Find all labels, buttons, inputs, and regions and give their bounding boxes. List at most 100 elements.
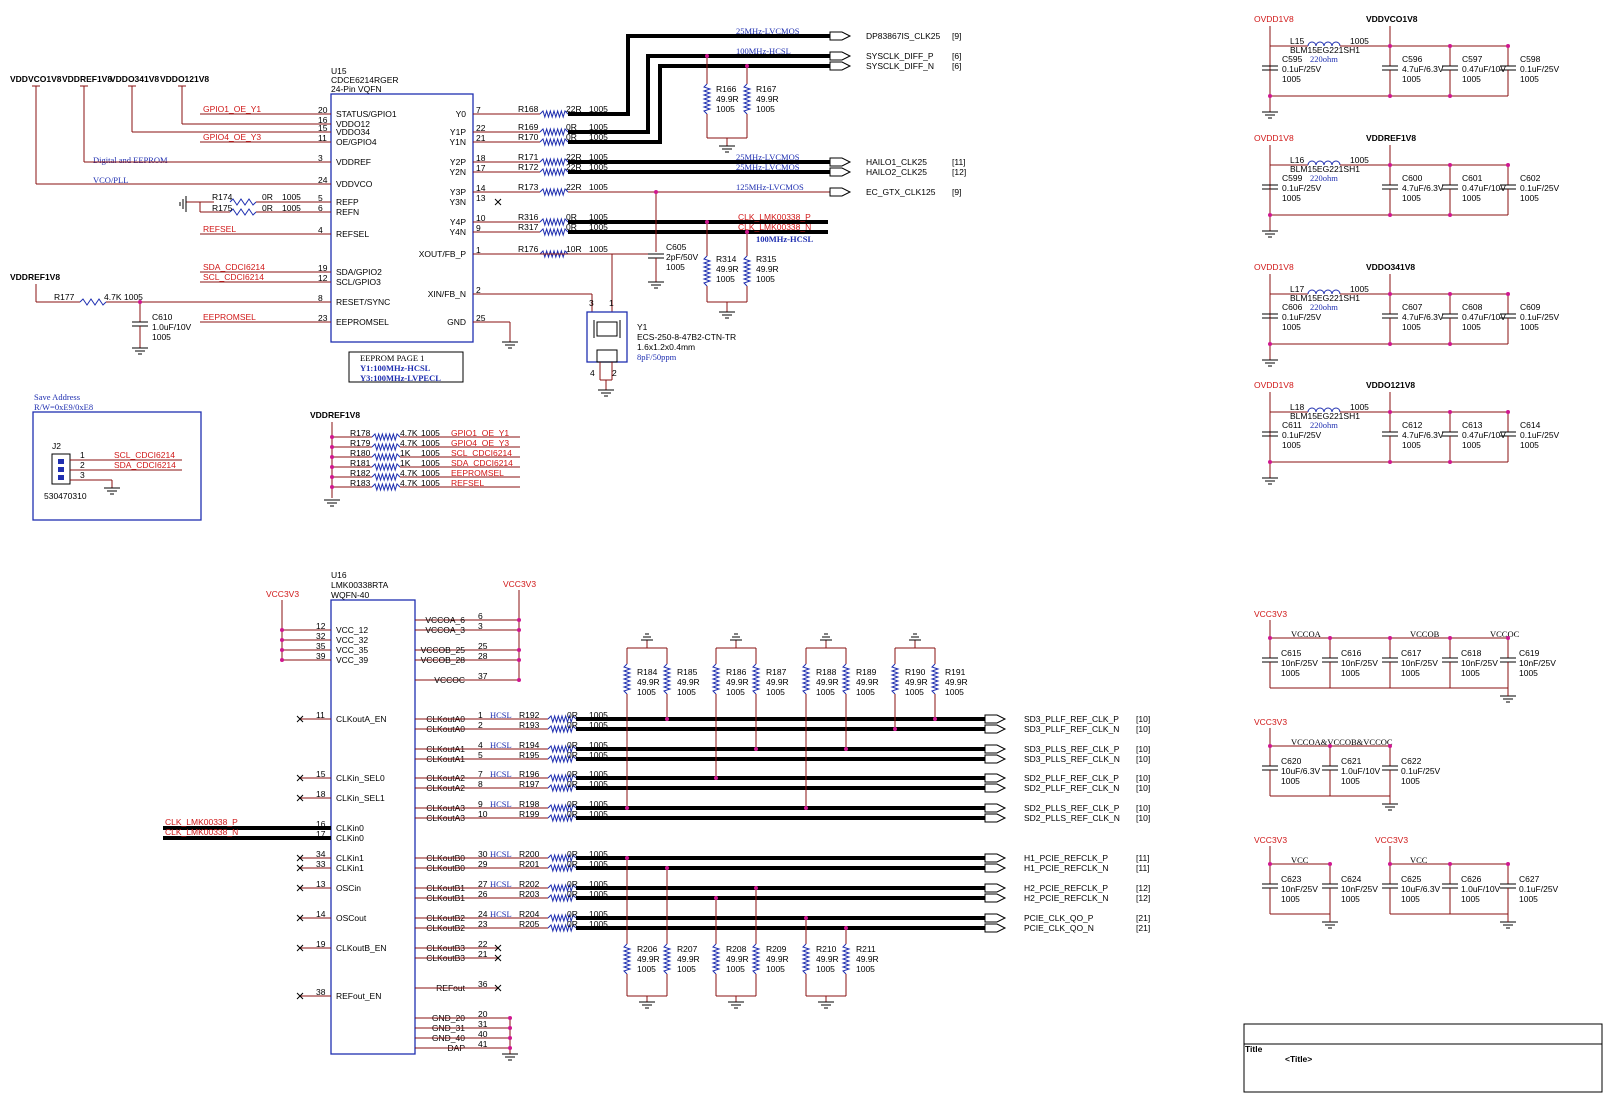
decap-ref: C620 (1281, 756, 1302, 766)
cap-ref: C600 (1402, 173, 1423, 183)
u16-series-val: 0R (567, 779, 578, 789)
u15-rpin-num: 14 (476, 183, 486, 193)
u16-series-pkg: 1005 (589, 889, 608, 899)
offpage-1[interactable] (829, 51, 852, 61)
u16-offpage[interactable] (984, 744, 1007, 754)
u16-offpage[interactable] (984, 783, 1007, 793)
u16-top-term-pkg: 1005 (905, 687, 924, 697)
j2-body[interactable] (51, 453, 71, 485)
u16-series-ref: R197 (519, 779, 540, 789)
u16-top-term-pkg: 1005 (766, 687, 785, 697)
reset-rc-network: VDDREF1V8 R177 4.7K 1005 C610 1.0uF/10V … (10, 272, 331, 355)
u16-offpage[interactable] (984, 863, 1007, 873)
cap-ref: C598 (1520, 54, 1541, 64)
u16-offpage[interactable] (984, 754, 1007, 764)
u16-offpage[interactable] (984, 714, 1007, 724)
cap-pkg: 1005 (1282, 193, 1301, 203)
u15-pin-name: VDDO12 (336, 119, 370, 129)
j2-note-save: Save Address (34, 392, 80, 402)
j2-connector-block: Save Address R/W=0xE9/0xE8 J2 530470310 … (32, 392, 202, 521)
decap-val: 10nF/25V (1461, 658, 1498, 668)
u16-offpage[interactable] (984, 813, 1007, 823)
offpage-4[interactable] (829, 167, 852, 177)
cap-ref: C609 (1520, 302, 1541, 312)
u15-pin-num: 15 (318, 123, 328, 133)
decap-pkg: 1005 (1341, 894, 1360, 904)
u16-output-routing: R192 0R 1005 SD3_PLLF_REF_CLK_P [10] HCSL R193… (415, 633, 1150, 1009)
u16-ref: U16 (331, 570, 347, 580)
u16-hcsl: HCSL (490, 849, 512, 859)
u15-series-val: 22R (566, 152, 582, 162)
offpage-2[interactable] (829, 61, 852, 71)
u16-offpage[interactable] (984, 923, 1007, 933)
decap-val: 10uF/6.3V (1281, 766, 1321, 776)
u16-series-val: 0R (567, 919, 578, 929)
j2-pin1: 1 (80, 450, 85, 460)
u16-offpage[interactable] (984, 893, 1007, 903)
u16-body[interactable] (330, 599, 416, 1055)
u15-pin-name: VDDREF (336, 157, 371, 167)
u15-pin-num: 8 (318, 293, 323, 303)
u15-series-val: 0R (566, 212, 577, 222)
offpage-0[interactable] (829, 31, 852, 41)
r175-pkg: 1005 (282, 203, 301, 213)
u16-top-term-val: 49.9R (766, 677, 789, 687)
u16-left-num: 16 (316, 819, 326, 829)
u16-series-pkg: 1005 (589, 720, 608, 730)
cap-pkg: 1005 (1282, 74, 1301, 84)
std-25mhz: 25MHz-LVCMOS (736, 26, 800, 36)
u16-out-sheet: [21] (1136, 923, 1150, 933)
u16-in-n: CLK_LMK00338_N (165, 827, 238, 837)
decap-val: 1.0uF/10V (1461, 884, 1501, 894)
u16-bot-gnd (639, 1001, 655, 1009)
crystal-body[interactable] (586, 311, 628, 363)
decap-pkg: 1005 (1281, 668, 1300, 678)
decap-ref: C622 (1401, 756, 1422, 766)
rail-vcc-2: VCC (1410, 855, 1428, 865)
pullup-gnd (324, 499, 340, 507)
pullup-val: 4.7K (400, 478, 418, 488)
offpage-3[interactable] (829, 157, 852, 167)
c610-val: 1.0uF/10V (152, 322, 192, 332)
u16-bot-term-val: 49.9R (726, 954, 749, 964)
decap-ref: C616 (1341, 648, 1362, 658)
u16-series-ref: R202 (519, 879, 540, 889)
u16-offpage[interactable] (984, 913, 1007, 923)
u15-body[interactable] (330, 93, 474, 343)
u16-top-term-ref: R184 (637, 667, 658, 677)
u16-bot-term-ref: R209 (766, 944, 787, 954)
y1-size: 1.6x1.2x0.4mm (637, 342, 695, 352)
cap-ref: C612 (1402, 420, 1423, 430)
u16-offpage[interactable] (984, 724, 1007, 734)
u15-pin-num: 19 (318, 263, 328, 273)
u15-series-val: 10R (566, 244, 582, 254)
u15-out-name: HAILO1_CLK25 (866, 157, 927, 167)
r177-val: 4.7K (104, 292, 122, 302)
u15-net-10: SCL_CDCI6214 (203, 272, 264, 282)
u16-offpage[interactable] (984, 853, 1007, 863)
u16-offpage[interactable] (984, 883, 1007, 893)
cap-pkg: 1005 (1282, 322, 1301, 332)
u16-offpage[interactable] (984, 803, 1007, 813)
cap-val: 0.1uF/25V (1520, 183, 1560, 193)
rail-vcc-1: VCC (1291, 855, 1309, 865)
u16-series-pkg: 1005 (589, 809, 608, 819)
u16-vcc-name: VCC_39 (336, 655, 368, 665)
u16-hcsl: HCSL (490, 799, 512, 809)
u15-rpin-num: 21 (476, 133, 486, 143)
u16-out-name: SD3_PLLF_REF_CLK_P (1024, 714, 1119, 724)
decap-ref: C618 (1461, 648, 1482, 658)
term-pkg: 1005 (756, 274, 775, 284)
u16-series-pkg: 1005 (589, 750, 608, 760)
offpage-5[interactable] (829, 187, 852, 197)
u16-in-p: CLK_LMK00338_P (165, 817, 238, 827)
u15-series-ref: R170 (518, 132, 539, 142)
decap-pkg: 1005 (1461, 894, 1480, 904)
u16-offpage[interactable] (984, 773, 1007, 783)
u16-left-name: CLKin_SEL0 (336, 773, 385, 783)
u16-top-term-val: 49.9R (816, 677, 839, 687)
u16-top-term-val: 49.9R (677, 677, 700, 687)
cap-val: 0.1uF/25V (1282, 430, 1322, 440)
